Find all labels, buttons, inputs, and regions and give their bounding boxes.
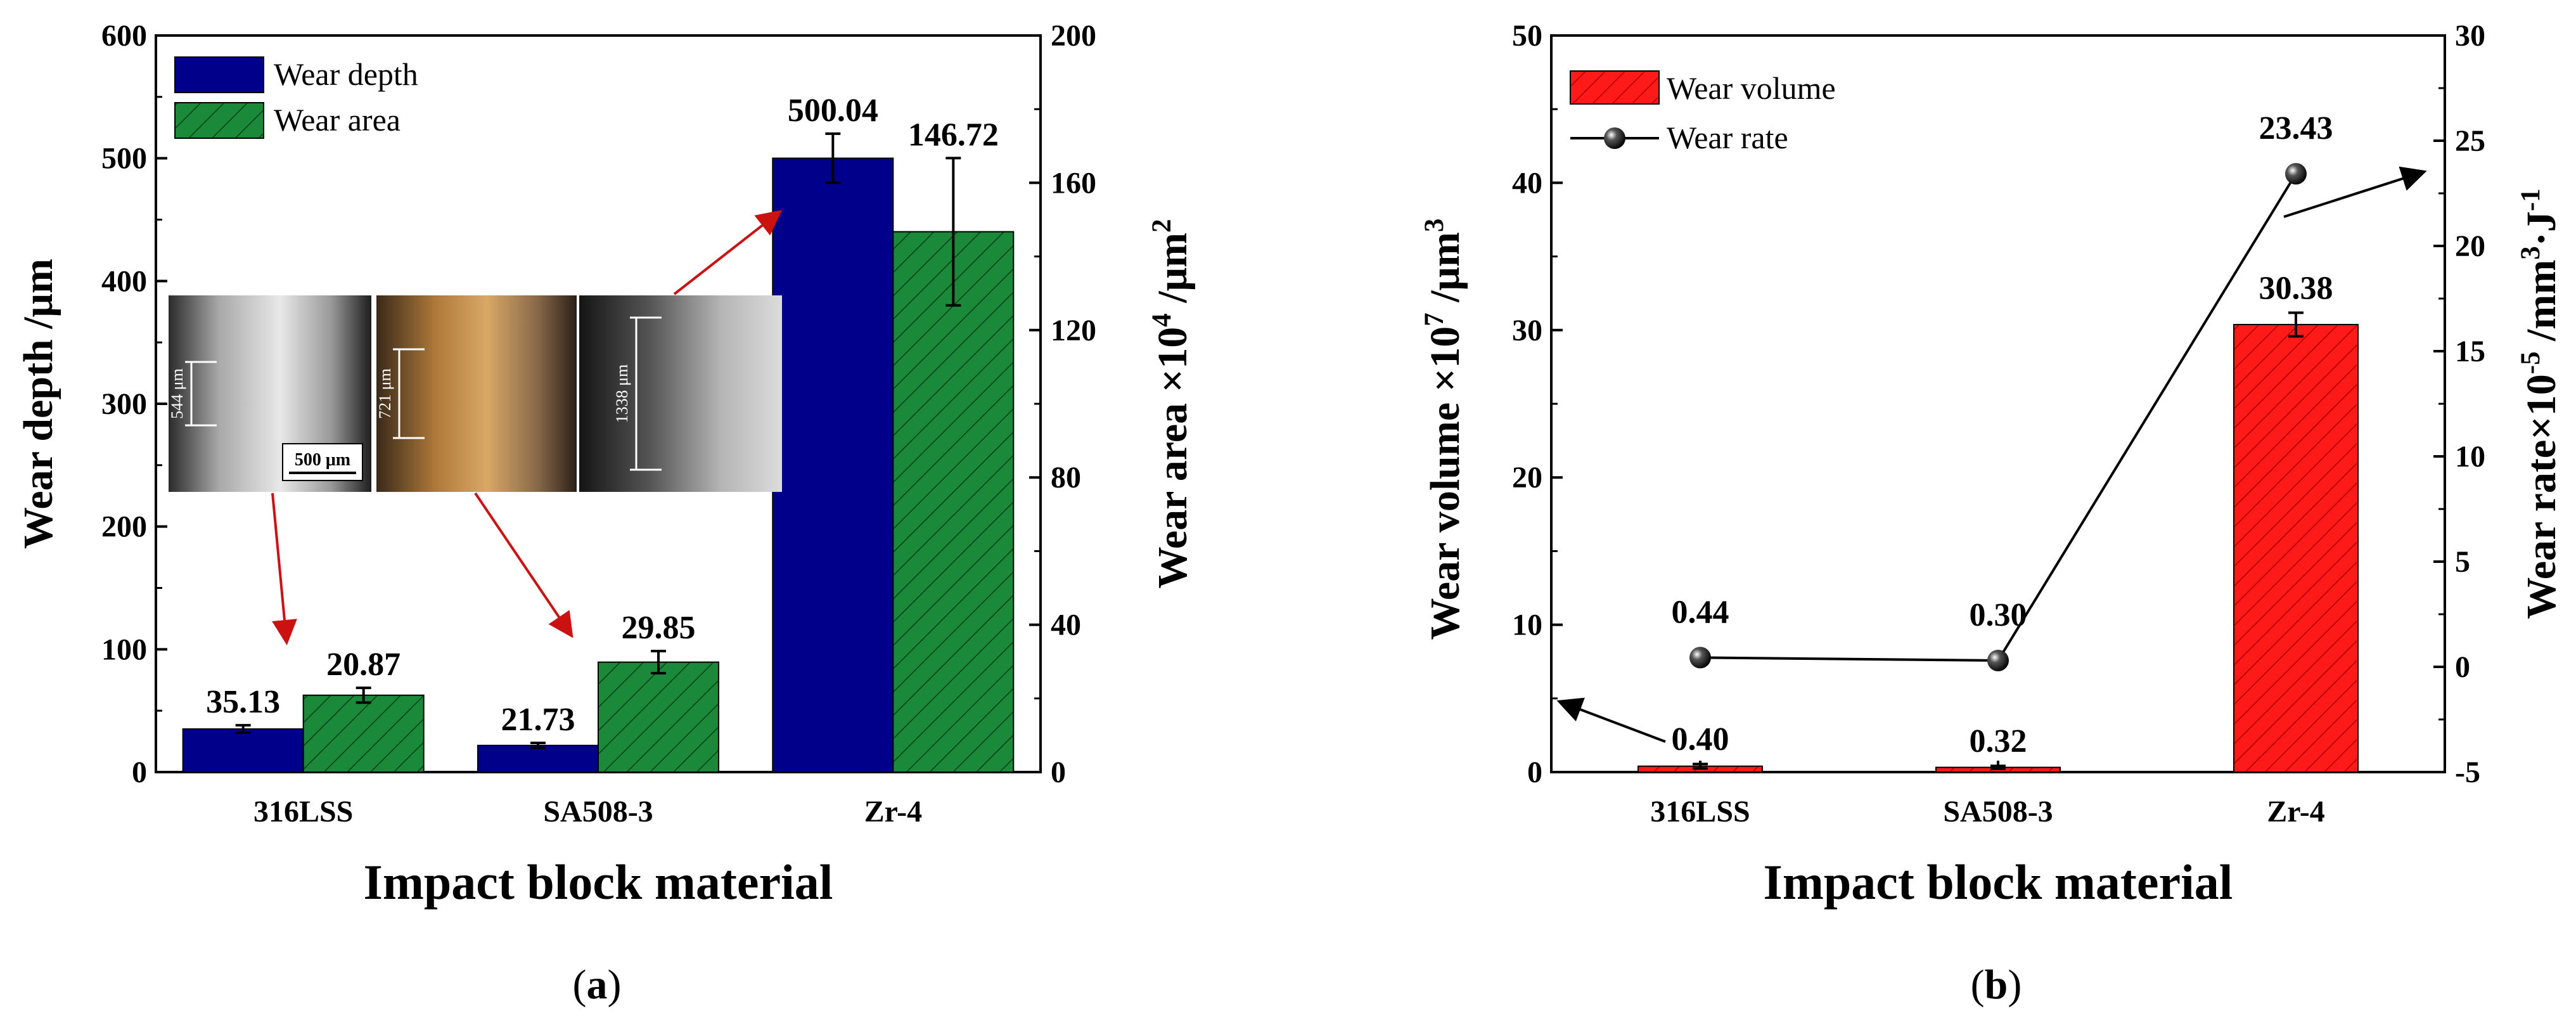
data-label-a: 29.85 [622, 610, 696, 646]
y-tick-label-a: 200 [101, 510, 147, 544]
inset-arrow [271, 493, 297, 645]
data-label-a: 146.72 [908, 117, 999, 153]
y-axis-label-a: Wear depth /μm [15, 259, 61, 549]
y2-tick-label-b: 25 [2455, 124, 2485, 158]
inset-arrow [474, 492, 574, 638]
y2-tick-label-a: 0 [1051, 756, 1066, 789]
legend-swatch-a [174, 102, 264, 139]
legend-label-b-volume: Wear volume [1667, 70, 1836, 106]
y-tick-label-a: 600 [101, 19, 147, 53]
axis-indicator-arrow [2283, 166, 2427, 218]
y-tick-label-b: 40 [1512, 166, 1542, 200]
inset-photo: 721 μm [376, 295, 577, 492]
panel-caption-a: (a) [573, 962, 622, 1008]
scale-bar-label: 500 μm [295, 450, 350, 470]
y2-axis-label-a: Wear area ×104 /μm2 [1147, 219, 1196, 589]
panel-b: 0 10 20 30 40 50 -5 0 5 10 15 20 25 30 Wear volume ×10… [1419, 19, 2565, 1008]
inset-dimension-label: 721 μm [376, 368, 394, 419]
legend-label-a: Wear depth [274, 56, 418, 92]
x-tick-label-b: SA508-3 [1943, 795, 2053, 828]
bar-a-area [302, 694, 425, 773]
inset-dimension-label: 1338 μm [613, 364, 631, 423]
legend-marker-b-rate [1604, 127, 1625, 149]
inset-photo: 1338 μm [579, 295, 782, 492]
inset-photo-image [579, 295, 782, 492]
bar-b-volume [2233, 323, 2359, 773]
y-tick-label-b: 50 [1512, 19, 1542, 53]
data-label-a: 500.04 [788, 93, 878, 129]
inset-dimension-label: 544 μm [168, 368, 186, 419]
marker-b-rate [1689, 647, 1711, 669]
y2-tick-label-b: 30 [2455, 19, 2485, 53]
panel-caption-b: (b) [1971, 962, 2022, 1008]
inset-arrow [673, 210, 783, 295]
panel-a: 0 100 200 300 400 500 600 0 40 80 120 160 200 Wear de… [15, 19, 1196, 1008]
y2-tick-label-b: 10 [2455, 440, 2485, 474]
y2-tick-label-b: 20 [2455, 229, 2485, 263]
data-label-b-rate: 23.43 [2259, 110, 2333, 146]
legend-label-a: Wear area [274, 102, 400, 138]
data-label-b-volume: 30.38 [2259, 270, 2333, 306]
y-axis-label-b: Wear volume ×107 /μm3 [1419, 219, 1468, 640]
y-tick-label-b: 10 [1512, 609, 1542, 642]
data-label-b-rate: 0.30 [1970, 597, 2027, 633]
y-tick-label-a: 400 [101, 264, 147, 298]
data-label-a: 21.73 [501, 702, 575, 738]
bar-a-area [892, 231, 1015, 773]
x-tick-label-b: Zr-4 [2267, 795, 2325, 828]
y-tick-label-b: 30 [1512, 314, 1542, 347]
y-tick-label-a: 500 [101, 142, 147, 176]
data-label-b-rate: 0.44 [1672, 594, 1729, 630]
y2-tick-label-b: 5 [2455, 545, 2470, 579]
x-tick-label-a: Zr-4 [864, 795, 923, 828]
y2-tick-label-a: 120 [1051, 314, 1096, 347]
data-label-b-volume: 0.40 [1672, 721, 1729, 757]
axis-indicator-arrow [1556, 697, 1666, 743]
y2-axis-label-b: Wear rate×10-5 /mm3·J-1 [2516, 188, 2565, 619]
line-b-rate [1700, 173, 2297, 662]
scale-bar-box [282, 443, 363, 481]
y2-tick-label-b: 15 [2455, 335, 2485, 368]
y2-tick-label-a: 200 [1051, 19, 1096, 53]
y2-tick-label-a: 80 [1051, 461, 1081, 494]
y-tick-label-b: 20 [1512, 461, 1542, 494]
legend-swatch-b-volume [1570, 70, 1660, 105]
marker-b-rate [1987, 650, 2009, 672]
data-label-a: 35.13 [206, 684, 280, 720]
bar-a-area [598, 661, 719, 773]
x-tick-label-a: SA508-3 [543, 795, 653, 828]
y-tick-label-a: 100 [101, 633, 147, 666]
bar-a-depth [182, 728, 304, 773]
y2-tick-label-b: 0 [2455, 650, 2470, 684]
y2-tick-label-b: -5 [2455, 756, 2480, 789]
y2-tick-label-a: 160 [1051, 166, 1096, 200]
x-tick-label-a: 316LSS [253, 795, 353, 828]
bar-a-depth [772, 157, 894, 773]
legend-label-b-rate: Wear rate [1667, 120, 1788, 155]
y2-tick-label-a: 40 [1051, 609, 1081, 642]
y-tick-label-a: 300 [101, 387, 147, 421]
inset-photo-image [376, 295, 577, 492]
data-label-a: 20.87 [326, 647, 400, 683]
x-axis-title-a: Impact block material [364, 854, 833, 910]
y-tick-label-a: 0 [132, 756, 147, 789]
y-tick-label-b: 0 [1527, 756, 1542, 789]
x-tick-label-b: 316LSS [1650, 795, 1750, 828]
marker-b-rate [2285, 163, 2307, 185]
legend-swatch-a [174, 56, 264, 93]
x-axis-title-b: Impact block material [1764, 854, 2233, 910]
bar-a-depth [477, 744, 599, 773]
data-label-b-volume: 0.32 [1970, 723, 2027, 759]
